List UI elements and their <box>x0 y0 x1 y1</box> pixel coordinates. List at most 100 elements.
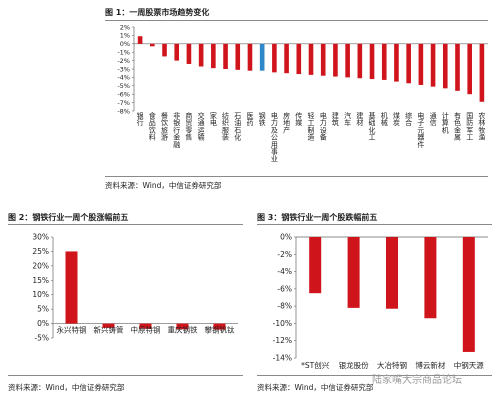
bar <box>381 43 387 80</box>
bar <box>369 43 375 80</box>
figure1-source: 资料来源：Wind，中信证券研究部 <box>105 181 222 190</box>
bar <box>186 43 192 64</box>
bar <box>139 323 152 329</box>
x-tick-label: 综合 <box>405 111 412 127</box>
bar <box>479 43 485 102</box>
figure1-title: 图 1：一周股票市场趋势变化 <box>105 8 210 17</box>
x-tick-label: 通信 <box>430 111 437 127</box>
y-tick-label: -14% <box>273 354 292 363</box>
bar <box>347 237 360 308</box>
x-tick-label: 家电 <box>210 111 217 127</box>
x-tick-label: 攀钢钒钛 <box>205 325 235 335</box>
x-tick-label: 有色金属 <box>454 111 461 142</box>
bar <box>65 251 78 324</box>
x-tick-label: 建筑 <box>332 111 339 127</box>
bar <box>467 43 472 95</box>
x-tick-label: 传媒 <box>295 111 302 127</box>
x-tick-label: 钢铁 <box>259 111 266 127</box>
y-tick-label: -5% <box>34 334 49 343</box>
x-tick-label: 餐饮旅游 <box>161 111 168 142</box>
bar <box>176 323 189 330</box>
x-tick-label: 新兴铸管 <box>94 325 124 335</box>
bar <box>213 323 226 330</box>
bar <box>430 43 436 87</box>
bar <box>333 43 338 77</box>
bar <box>418 43 424 85</box>
bar <box>162 43 167 57</box>
x-tick-label: 农林牧渔 <box>478 111 485 142</box>
x-tick-label: 建材 <box>356 111 363 127</box>
bar <box>150 43 155 47</box>
bar <box>424 237 437 319</box>
y-tick-label: 2% <box>120 23 130 31</box>
x-tick-label: 国防军工 <box>466 112 473 142</box>
bar <box>211 43 216 69</box>
y-tick-label: 15% <box>32 276 49 285</box>
x-tick-label: 计算机 <box>442 111 449 134</box>
figure2-title-rule <box>8 224 243 225</box>
y-tick-label: 0% <box>37 319 49 328</box>
bar <box>357 43 363 79</box>
x-tick-label: 永兴特钢 <box>57 325 87 335</box>
x-tick-label: 银行 <box>137 111 144 127</box>
y-tick-label: -2% <box>117 57 130 65</box>
bar <box>272 43 277 73</box>
y-tick-label: 25% <box>32 247 49 256</box>
x-tick-label: 房地产 <box>283 111 290 134</box>
y-tick-label: -1% <box>117 49 130 57</box>
x-tick-label: 中原特钢 <box>131 325 161 335</box>
y-tick-label: 10% <box>32 290 49 299</box>
y-tick-label: -2% <box>277 250 292 259</box>
x-tick-label: 食品饮料 <box>149 111 156 142</box>
x-tick-label: 机械 <box>381 111 388 127</box>
x-tick-label: 医药 <box>246 112 253 127</box>
x-tick-label: 基础化工 <box>369 111 376 142</box>
y-tick-label: 0% <box>280 233 292 242</box>
bar <box>247 43 253 71</box>
x-tick-label: 煤炭 <box>393 111 400 127</box>
figure2-source: 资料来源：Wind，中信证券研究部 <box>8 383 125 392</box>
y-tick-label: -3% <box>117 65 130 73</box>
x-tick-label: 汽车 <box>344 111 351 127</box>
bar <box>308 43 314 75</box>
bar <box>259 43 265 71</box>
bar <box>223 43 228 69</box>
x-tick-label: 纺织服装 <box>222 111 229 142</box>
bar <box>462 237 475 352</box>
y-tick-label: -7% <box>117 99 130 107</box>
figure2-title: 图 2：钢铁行业一周个股涨幅前五 <box>8 213 129 222</box>
y-tick-label: -6% <box>277 284 292 293</box>
x-tick-label: 电力设备 <box>320 111 327 142</box>
y-tick-label: -4% <box>277 267 292 276</box>
bar <box>309 237 322 294</box>
bar <box>406 43 411 84</box>
x-tick-label: 电力及公用事业 <box>271 111 278 163</box>
y-tick-label: -4% <box>117 74 130 82</box>
bar <box>235 43 241 70</box>
y-tick-label: -10% <box>273 319 292 328</box>
x-tick-label: 石油石化 <box>234 112 241 142</box>
y-tick-label: 0% <box>120 40 130 48</box>
x-tick-label: 轻工制造 <box>308 111 315 142</box>
y-tick-label: 20% <box>32 261 49 270</box>
figure3-title-rule <box>257 224 492 225</box>
x-tick-label: 交通运输 <box>198 111 205 142</box>
figure2-bottom-rule <box>8 375 243 376</box>
x-tick-label: 电子元器件 <box>417 111 424 149</box>
y-tick-label: -12% <box>273 336 292 345</box>
y-tick-label: -8% <box>277 302 292 311</box>
bar <box>137 36 143 44</box>
figure1-bottom-rule <box>105 176 488 177</box>
bar <box>442 43 448 89</box>
x-tick-label: 非银行金融 <box>173 111 180 149</box>
y-tick-label: 5% <box>37 305 49 314</box>
watermark: 陆家嘴大宗商品论坛 <box>372 375 462 386</box>
y-tick-label: -8% <box>117 107 130 115</box>
figure3-bottom-rule <box>257 375 492 376</box>
bar <box>345 43 350 78</box>
bar <box>284 43 289 74</box>
y-tick-label: 30% <box>32 233 49 242</box>
